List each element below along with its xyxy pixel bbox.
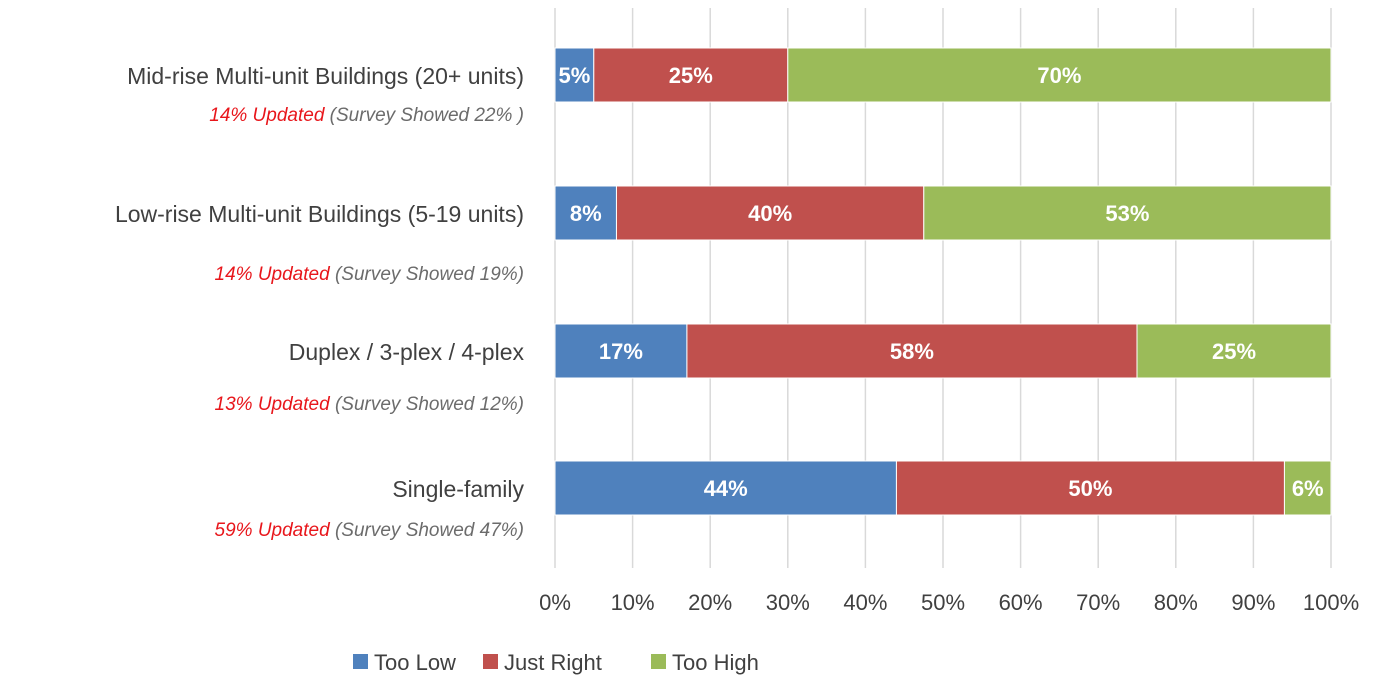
- bar-value-label: 6%: [1292, 476, 1324, 501]
- bar-value-label: 70%: [1037, 63, 1081, 88]
- x-tick-label: 20%: [688, 590, 732, 615]
- x-tick-label: 50%: [921, 590, 965, 615]
- bar-segment: [895, 460, 1285, 516]
- category-label: Mid-rise Multi-unit Buildings (20+ units…: [127, 63, 524, 89]
- category-note: 59% Updated (Survey Showed 47%): [215, 520, 524, 541]
- bar-value-label: 58%: [890, 339, 934, 364]
- bar-value-label: 25%: [669, 63, 713, 88]
- note-updated: 59% Updated: [215, 520, 332, 541]
- bar-value-label: 25%: [1212, 339, 1256, 364]
- x-tick-label: 90%: [1231, 590, 1275, 615]
- bar-value-label: 44%: [704, 476, 748, 501]
- bar-segment: [1136, 323, 1332, 379]
- bar-value-label: 5%: [559, 63, 591, 88]
- bar-segment: [615, 185, 925, 241]
- bar-segment: [554, 323, 688, 379]
- bars: 5% 25% 70% 8% 40% 53% 17% 58% 25% 44% 50% 6%: [554, 47, 1332, 516]
- x-tick-label: 70%: [1076, 590, 1120, 615]
- bar-segment: [686, 323, 1138, 379]
- category-note: 14% Updated (Survey Showed 19%): [215, 264, 524, 285]
- note-updated: 14% Updated: [209, 105, 326, 126]
- bar-value-label: 17%: [599, 339, 643, 364]
- category-note: 14% Updated (Survey Showed 22% ): [209, 105, 524, 126]
- legend-label: Just Right: [504, 650, 602, 675]
- x-tick-label: 80%: [1154, 590, 1198, 615]
- x-tick-label: 10%: [611, 590, 655, 615]
- note-survey: (Survey Showed 22% ): [324, 105, 524, 126]
- legend-label: Too High: [672, 650, 759, 675]
- x-tick-label: 0%: [539, 590, 571, 615]
- legend-swatch: [651, 654, 666, 669]
- note-updated: 14% Updated: [215, 264, 332, 285]
- x-axis-ticks: 0% 10% 20% 30% 40% 50% 60% 70% 80% 90% 100%: [539, 590, 1359, 615]
- x-tick-label: 30%: [766, 590, 810, 615]
- bar-segment: [554, 460, 897, 516]
- note-survey: (Survey Showed 47%): [330, 520, 524, 541]
- x-tick-label: 100%: [1303, 590, 1359, 615]
- legend-label: Too Low: [374, 650, 456, 675]
- note-updated: 13% Updated: [215, 394, 332, 415]
- category-labels: Mid-rise Multi-unit Buildings (20+ units…: [115, 63, 525, 541]
- bar-segment: [787, 47, 1332, 103]
- legend-swatch: [353, 654, 368, 669]
- category-label: Single-family: [392, 476, 524, 502]
- category-note: 13% Updated (Survey Showed 12%): [215, 394, 524, 415]
- legend: Too Low Just Right Too High: [353, 650, 759, 675]
- bar-value-label: 50%: [1068, 476, 1112, 501]
- bar-segment: [1283, 460, 1332, 516]
- bar-value-label: 40%: [748, 201, 792, 226]
- category-label: Duplex / 3-plex / 4-plex: [289, 339, 525, 365]
- bar-value-label: 53%: [1105, 201, 1149, 226]
- category-label: Low-rise Multi-unit Buildings (5-19 unit…: [115, 201, 524, 227]
- note-survey: (Survey Showed 19%): [330, 264, 524, 285]
- bar-value-label: 8%: [570, 201, 602, 226]
- x-tick-label: 40%: [843, 590, 887, 615]
- bar-segment: [554, 47, 595, 103]
- legend-swatch: [483, 654, 498, 669]
- x-tick-label: 60%: [999, 590, 1043, 615]
- note-survey: (Survey Showed 12%): [330, 394, 524, 415]
- bar-segment: [923, 185, 1332, 241]
